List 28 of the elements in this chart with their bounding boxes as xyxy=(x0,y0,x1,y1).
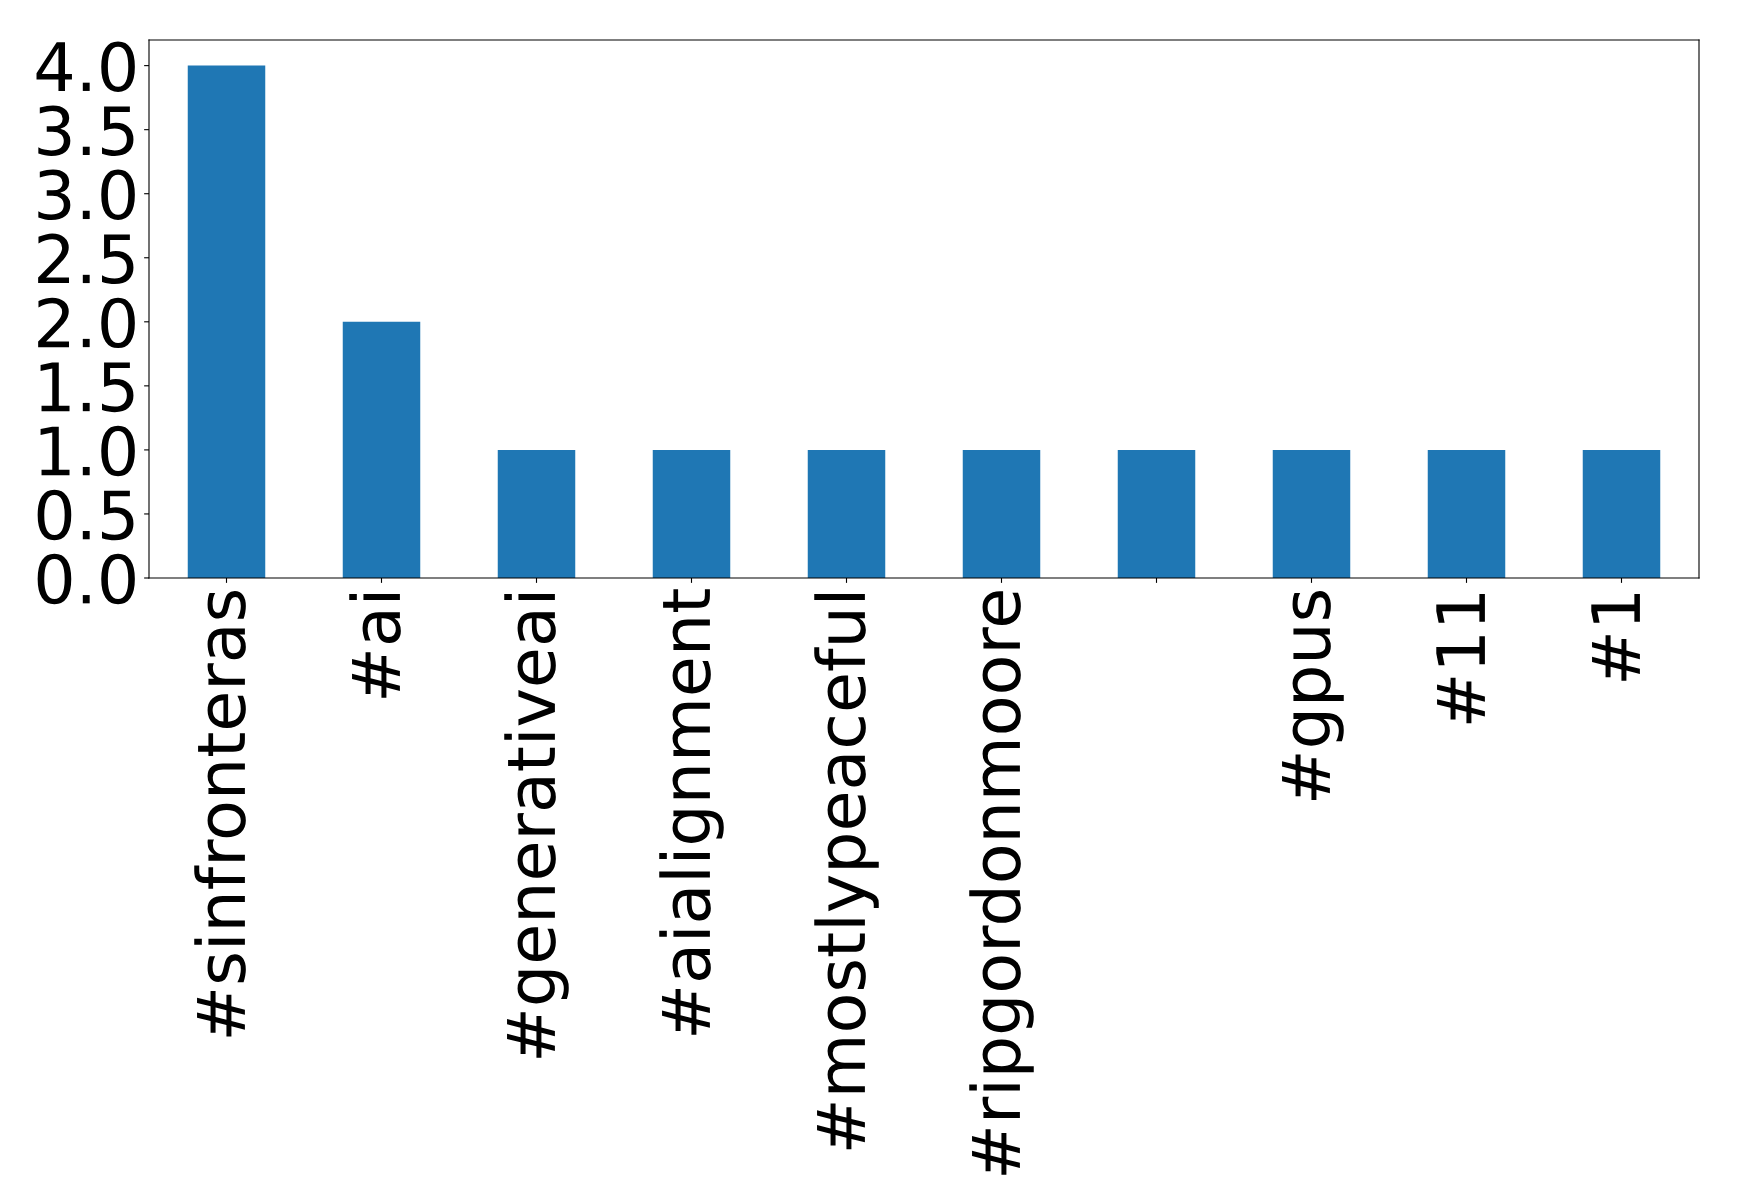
bar xyxy=(807,449,886,578)
x-tick-label: #aialignment xyxy=(659,589,724,1035)
bar xyxy=(962,449,1041,578)
y-tick-label: 3.0 xyxy=(38,169,135,220)
bar xyxy=(187,65,266,578)
x-tick-label: #11 xyxy=(1436,593,1485,724)
x-tick-label: #generativeai xyxy=(504,594,569,1058)
y-tick-label: 0.5 xyxy=(37,489,134,541)
x-tick-label: #ai xyxy=(349,593,401,698)
bar xyxy=(1117,449,1196,578)
x-tick-label: #mostlypeaceful xyxy=(814,593,879,1150)
bar xyxy=(1582,449,1661,578)
x-tick-label: #gpus xyxy=(1282,590,1344,801)
bar xyxy=(1272,449,1351,578)
bar xyxy=(1427,449,1506,578)
y-tick-label: 1.5 xyxy=(40,362,134,413)
y-tick-label: 4.0 xyxy=(36,41,135,92)
bar xyxy=(342,321,421,578)
bar xyxy=(652,449,731,578)
bar xyxy=(497,449,576,578)
x-tick-label: #1 xyxy=(1591,593,1640,681)
y-tick-label: 2.0 xyxy=(38,297,135,349)
y-tick-label: 1.0 xyxy=(40,425,135,477)
y-tick-label: 2.5 xyxy=(38,233,134,285)
x-tick-label: #sinfronteras xyxy=(194,590,246,1037)
y-tick-label: 3.5 xyxy=(38,105,134,156)
y-tick-label: 0.0 xyxy=(37,553,135,605)
x-tick-label: #ripgordonmoore xyxy=(969,591,1034,1175)
